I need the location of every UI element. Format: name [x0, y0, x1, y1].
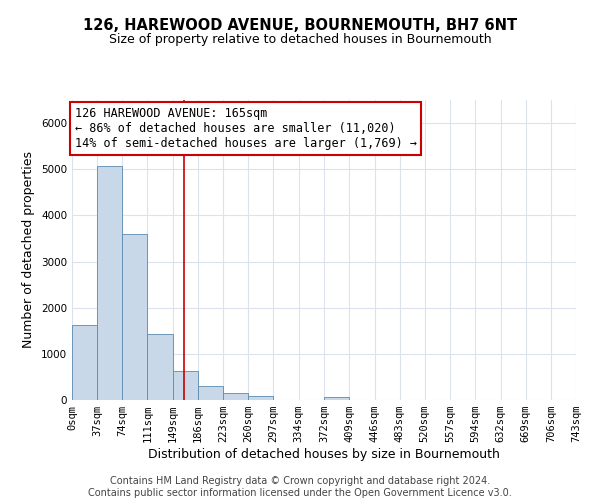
Bar: [147, 334, 173, 400]
Bar: [248, 396, 274, 400]
X-axis label: Distribution of detached houses by size in Bournemouth: Distribution of detached houses by size …: [148, 448, 500, 461]
Text: Contains public sector information licensed under the Open Government Licence v3: Contains public sector information licen…: [88, 488, 512, 498]
Text: Contains HM Land Registry data © Crown copyright and database right 2024.: Contains HM Land Registry data © Crown c…: [110, 476, 490, 486]
Bar: [198, 386, 223, 400]
Y-axis label: Number of detached properties: Number of detached properties: [22, 152, 35, 348]
Text: 126 HAREWOOD AVENUE: 165sqm
← 86% of detached houses are smaller (11,020)
14% of: 126 HAREWOOD AVENUE: 165sqm ← 86% of det…: [75, 107, 417, 150]
Bar: [223, 393, 248, 400]
Bar: [97, 166, 122, 400]
Text: Size of property relative to detached houses in Bournemouth: Size of property relative to detached ho…: [109, 32, 491, 46]
Bar: [325, 397, 349, 400]
Bar: [72, 325, 97, 400]
Bar: [173, 372, 198, 400]
Text: 126, HAREWOOD AVENUE, BOURNEMOUTH, BH7 6NT: 126, HAREWOOD AVENUE, BOURNEMOUTH, BH7 6…: [83, 18, 517, 32]
Bar: [122, 234, 147, 400]
